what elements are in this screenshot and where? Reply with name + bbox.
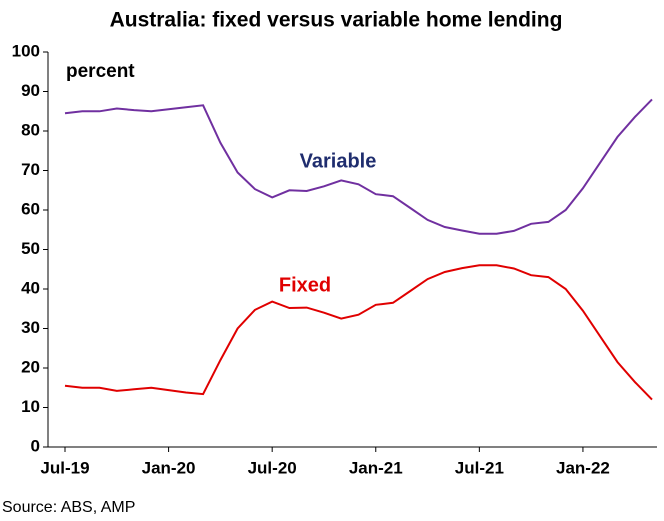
series-line <box>64 98 653 235</box>
x-tick-label: Jul-20 <box>248 458 297 477</box>
series-label: Fixed <box>279 274 331 296</box>
y-tick-label: 80 <box>21 120 40 139</box>
x-tick-label: Jul-21 <box>455 458 504 477</box>
y-tick-label: 40 <box>21 278 40 297</box>
x-tick-label: Jan-21 <box>349 458 403 477</box>
y-tick-label: 10 <box>21 397 40 416</box>
y-tick-label: 90 <box>21 81 40 100</box>
x-tick-label: Jan-20 <box>142 458 196 477</box>
y-tick-label: 0 <box>31 436 40 455</box>
y-tick-label: 100 <box>12 41 40 60</box>
series-label: Variable <box>300 150 377 172</box>
x-tick-label: Jan-22 <box>556 458 610 477</box>
y-tick-label: 20 <box>21 357 40 376</box>
chart-title: Australia: fixed versus variable home le… <box>110 9 563 32</box>
y-axis-label: percent <box>66 61 135 82</box>
source: Source: ABS, AMP <box>2 499 135 516</box>
y-tick-label: 30 <box>21 318 40 337</box>
x-tick-label: Jul-19 <box>40 458 89 477</box>
y-tick-label: 60 <box>21 199 40 218</box>
y-tick-label: 70 <box>21 160 40 179</box>
series-line <box>64 264 653 401</box>
y-tick-label: 50 <box>21 239 40 258</box>
